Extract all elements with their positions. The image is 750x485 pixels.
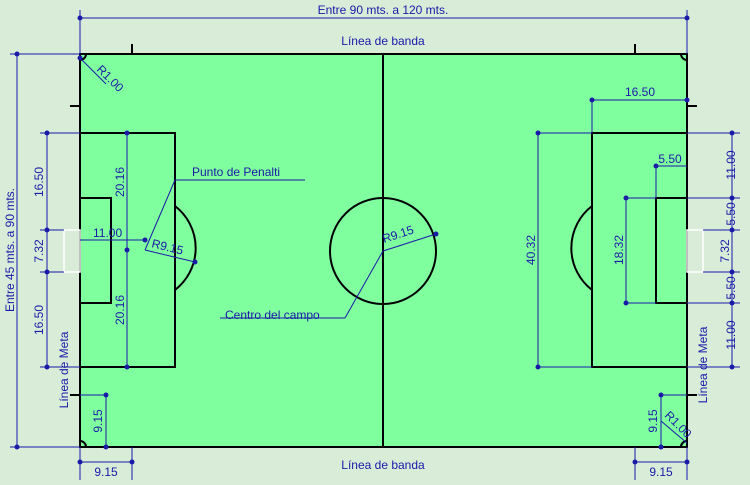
center-circle bbox=[329, 197, 437, 305]
right-top-label: 11.00 bbox=[724, 150, 738, 179]
side-top-label: 16.50 bbox=[32, 167, 46, 197]
width-label: Entre 45 mts. a 90 mts. bbox=[3, 188, 17, 312]
penalty-spot-label: Punto de Penalti bbox=[192, 165, 280, 179]
goal-depth-label: 5.50 bbox=[658, 152, 682, 166]
box-half-top-label: 20.16 bbox=[113, 167, 127, 197]
box-width-label: 40.32 bbox=[524, 235, 538, 265]
right-bottom-label: 11.00 bbox=[724, 320, 738, 349]
center-field-label: Centro del campo bbox=[225, 308, 320, 322]
box-half-bottom-label: 20.16 bbox=[113, 295, 127, 325]
goal-width-left-label: 7.32 bbox=[32, 239, 46, 263]
goal-width-right-label: 7.32 bbox=[718, 239, 732, 263]
side-bottom-label: 16.50 bbox=[32, 305, 46, 335]
dimension-lines bbox=[10, 10, 740, 480]
goal-line-left-label: Línea de Meta bbox=[57, 331, 71, 408]
spot-distance-label: 11.00 bbox=[93, 226, 122, 240]
goal-area-width-label: 18.32 bbox=[612, 235, 626, 265]
goal-line-right-label: Línea de Meta bbox=[696, 326, 710, 403]
corner-arc-br bbox=[680, 440, 688, 448]
right-5-top-label: 5.50 bbox=[724, 202, 738, 226]
left-penalty-arc bbox=[174, 205, 197, 291]
dimension-dots bbox=[14, 15, 735, 465]
corner-arc-tr bbox=[680, 53, 688, 61]
corner-mark-left-h-label: 9.15 bbox=[94, 465, 118, 479]
left-goal bbox=[63, 229, 81, 273]
corner-arc-bl bbox=[79, 440, 87, 448]
touchline-top-label: Línea de banda bbox=[341, 34, 425, 48]
corner-mark-right-h-label: 9.15 bbox=[649, 465, 673, 479]
right-goal bbox=[686, 229, 704, 273]
corner-mark-right-v-label: 9.15 bbox=[646, 409, 660, 433]
title-label: Entre 90 mts. a 120 mts. bbox=[318, 3, 449, 17]
edge-ticks bbox=[70, 44, 697, 396]
penalty-depth-label: 16.50 bbox=[625, 85, 655, 99]
touchline-bottom-label: Línea de banda bbox=[341, 458, 425, 472]
right-5-bottom-label: 5.50 bbox=[724, 276, 738, 300]
corner-mark-left-v-label: 9.15 bbox=[91, 409, 105, 433]
right-penalty-arc bbox=[570, 205, 593, 291]
